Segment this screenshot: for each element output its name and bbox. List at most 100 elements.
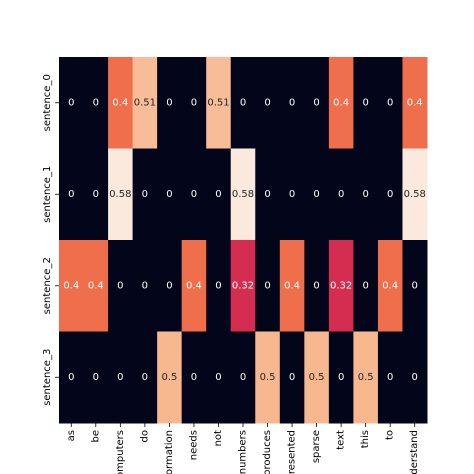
x-tick-label: text xyxy=(336,430,347,450)
cell-value-label: 0.58 xyxy=(109,189,131,200)
cell-value-label: 0 xyxy=(362,280,368,291)
x-tick-label: as xyxy=(66,430,77,441)
heatmap-cell xyxy=(230,57,256,149)
heatmap-cell xyxy=(83,240,109,332)
cell-value-label: 0.4 xyxy=(407,97,423,108)
heatmap-cell xyxy=(157,148,183,241)
heatmap-cell xyxy=(59,57,85,149)
heatmap-cell xyxy=(83,57,109,149)
heatmap-cell-labels: 0 0 0.4 0.51 0 0 0.51 0 0 0 0 0.4 0 0 0.4 0 0 0.58 0 0 0 0 0.5… xyxy=(63,97,426,383)
heatmap-cell xyxy=(132,148,158,241)
cell-value-label: 0.5 xyxy=(161,372,177,383)
cell-value-label: 0.5 xyxy=(309,372,325,383)
cell-value-label: 0 xyxy=(264,189,270,200)
cell-value-label: 0 xyxy=(289,97,295,108)
heatmap-cell xyxy=(279,148,305,241)
heatmap-cell xyxy=(255,57,281,149)
cell-value-label: 0.4 xyxy=(112,97,128,108)
heatmap-cell xyxy=(83,148,109,241)
cell-value-label: 0.5 xyxy=(358,372,374,383)
heatmap-cell xyxy=(230,240,256,332)
heatmap-cell xyxy=(230,331,256,424)
cell-value-label: 0.5 xyxy=(260,372,276,383)
heatmap-cell xyxy=(181,57,207,149)
heatmap-cell xyxy=(304,331,330,424)
cell-value-label: 0.4 xyxy=(333,97,349,108)
x-tick-label: information xyxy=(164,430,175,474)
y-axis: sentence_0 sentence_1 sentence_2 sentence_3 xyxy=(42,74,59,406)
heatmap-cell xyxy=(230,148,256,241)
cell-value-label: 0 xyxy=(117,372,123,383)
heatmap-cell xyxy=(377,148,403,241)
x-tick-label: not xyxy=(213,430,224,446)
heatmap-cell xyxy=(132,57,158,149)
heatmap-cell xyxy=(353,331,379,424)
heatmap-cell xyxy=(157,240,183,332)
heatmap-cell xyxy=(132,240,158,332)
heatmap-cell xyxy=(304,57,330,149)
heatmap-cell xyxy=(279,57,305,149)
cell-value-label: 0 xyxy=(412,280,418,291)
cell-value-label: 0 xyxy=(215,189,221,200)
cell-value-label: 0 xyxy=(142,189,148,200)
heatmap-cell xyxy=(402,331,428,424)
cell-value-label: 0 xyxy=(240,97,246,108)
heatmap-cell xyxy=(279,240,305,332)
cell-value-label: 0 xyxy=(289,189,295,200)
heatmap-cells xyxy=(59,57,428,424)
heatmap-cell xyxy=(402,240,428,332)
cell-value-label: 0 xyxy=(215,280,221,291)
cell-value-label: 0 xyxy=(68,189,74,200)
heatmap-cell xyxy=(328,331,354,424)
heatmap-cell xyxy=(108,331,134,424)
heatmap-cell xyxy=(59,148,85,241)
cell-value-label: 0.4 xyxy=(284,280,300,291)
cell-value-label: 0 xyxy=(338,372,344,383)
cell-value-label: 0.32 xyxy=(330,280,352,291)
heatmap-cell xyxy=(108,148,134,241)
heatmap-cell xyxy=(206,148,232,241)
cell-value-label: 0 xyxy=(264,97,270,108)
cell-value-label: 0 xyxy=(313,280,319,291)
cell-value-label: 0 xyxy=(68,97,74,108)
cell-value-label: 0.4 xyxy=(88,280,104,291)
cell-value-label: 0.58 xyxy=(404,189,426,200)
cell-value-label: 0 xyxy=(215,372,221,383)
heatmap-cell xyxy=(279,331,305,424)
heatmap-cell xyxy=(206,240,232,332)
heatmap-cell xyxy=(157,57,183,149)
y-tick-label: sentence_3 xyxy=(42,349,53,406)
x-axis: as be computers do information needs not number… xyxy=(66,423,420,474)
heatmap-cell xyxy=(377,331,403,424)
cell-value-label: 0 xyxy=(387,372,393,383)
heatmap-cell xyxy=(328,57,354,149)
cell-value-label: 0.51 xyxy=(134,97,156,108)
heatmap-cell xyxy=(181,240,207,332)
cell-value-label: 0 xyxy=(387,189,393,200)
cell-value-label: 0 xyxy=(362,189,368,200)
heatmap-cell xyxy=(206,331,232,424)
cell-value-label: 0 xyxy=(313,189,319,200)
cell-value-label: 0 xyxy=(240,372,246,383)
cell-value-label: 0 xyxy=(166,189,172,200)
heatmap-cell xyxy=(328,148,354,241)
heatmap-cell xyxy=(132,331,158,424)
x-tick-label: be xyxy=(90,430,101,443)
heatmap-cell xyxy=(108,57,134,149)
cell-value-label: 0 xyxy=(93,189,99,200)
cell-value-label: 0 xyxy=(362,97,368,108)
x-tick-label: needs xyxy=(188,430,199,460)
cell-value-label: 0 xyxy=(313,97,319,108)
heatmap-cell xyxy=(377,240,403,332)
heatmap-cell xyxy=(304,148,330,241)
heatmap-cell xyxy=(255,240,281,332)
x-tick-label: represented xyxy=(287,430,298,474)
x-tick-label: numbers xyxy=(238,430,249,474)
cell-value-label: 0 xyxy=(117,280,123,291)
x-tick-label: this xyxy=(360,430,371,448)
heatmap-cell xyxy=(181,331,207,424)
heatmap-cell xyxy=(59,331,85,424)
heatmap-cell xyxy=(377,57,403,149)
x-tick-label: understand xyxy=(409,430,420,474)
